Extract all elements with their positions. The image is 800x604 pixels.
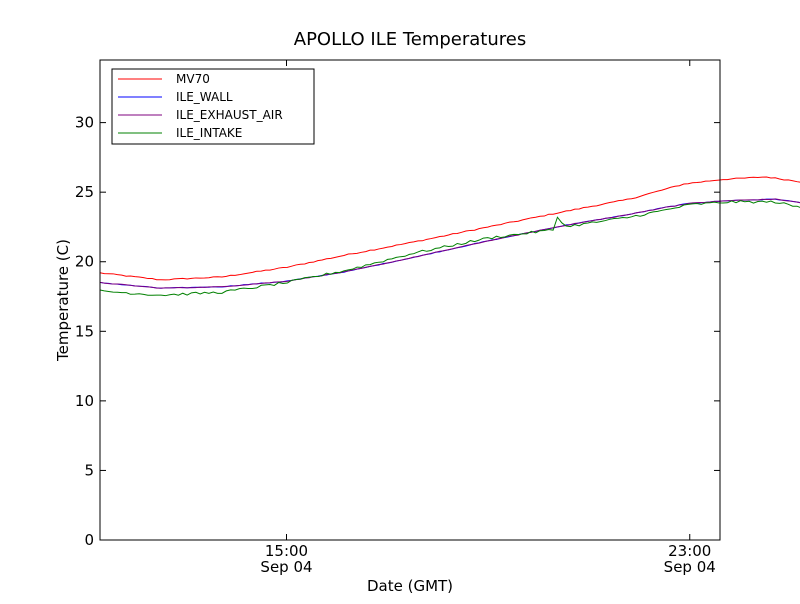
y-tick-label: 20 [75,253,94,271]
x-tick-label-date: Sep 04 [260,558,312,576]
y-axis-label: Temperature (C) [54,239,72,362]
x-tick-label-time: 23:00 [668,542,711,560]
legend-label-ile-exhaust-air: ILE_EXHAUST_AIR [176,108,283,122]
series-layer [99,176,800,297]
series-line-mv70 [99,176,800,281]
legend-label-ile-wall: ILE_WALL [176,90,233,104]
y-tick-label: 25 [75,183,94,201]
y-tick-label: 30 [75,114,94,132]
x-axis-label: Date (GMT) [367,577,453,595]
legend: MV70 ILE_WALL ILE_EXHAUST_AIR ILE_INTAKE [111,68,315,145]
y-tick-label: 0 [84,531,94,549]
y-tick-label: 5 [84,461,94,479]
legend-label-mv70: MV70 [176,72,210,86]
chart-title: APOLLO ILE Temperatures [294,29,526,50]
plot-frame [99,59,721,541]
series-line-ile-intake [99,200,800,297]
x-tick-label-time: 15:00 [265,542,308,560]
series-line-ile-exhaust-air [99,198,800,289]
y-tick-label: 10 [75,392,94,410]
legend-label-ile-intake: ILE_INTAKE [176,126,242,140]
legend-box [111,68,315,145]
y-tick-label: 15 [75,322,94,340]
x-tick-label-date: Sep 04 [664,558,716,576]
